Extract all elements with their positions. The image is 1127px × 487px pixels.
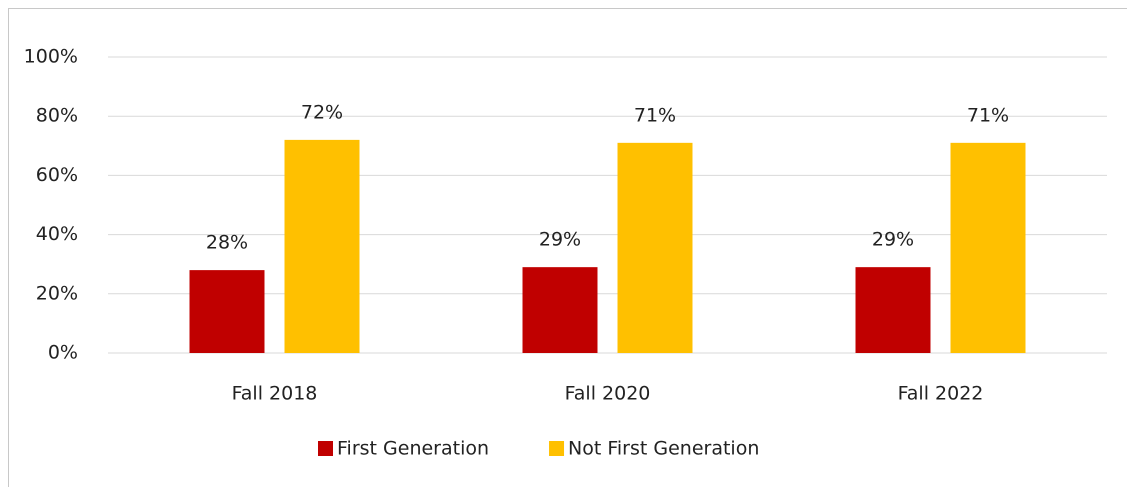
chart-frame: [8, 8, 1127, 487]
y-tick-label: 100%: [24, 46, 78, 68]
legend-swatch: [549, 441, 565, 456]
bar: [284, 139, 360, 353]
bar: [189, 270, 265, 353]
bar: [522, 267, 598, 353]
value-label: 72%: [301, 101, 343, 123]
legend-swatch: [318, 441, 333, 456]
legend-label: First Generation: [337, 438, 489, 460]
value-label: 28%: [206, 232, 248, 254]
y-tick-label: 60%: [36, 164, 78, 186]
bar: [617, 142, 693, 353]
bar: [950, 142, 1026, 353]
value-label: 29%: [539, 229, 581, 251]
y-tick-label: 0%: [48, 342, 78, 364]
y-tick-label: 20%: [36, 282, 78, 304]
value-label: 29%: [872, 229, 914, 251]
x-tick-label: Fall 2022: [898, 383, 984, 405]
y-tick-label: 80%: [36, 105, 78, 127]
bar: [855, 267, 931, 353]
value-label: 71%: [967, 104, 1009, 126]
value-label: 71%: [634, 104, 676, 126]
legend-label: Not First Generation: [568, 438, 759, 460]
x-tick-label: Fall 2020: [565, 383, 651, 405]
x-tick-label: Fall 2018: [232, 383, 318, 405]
y-tick-label: 40%: [36, 223, 78, 245]
